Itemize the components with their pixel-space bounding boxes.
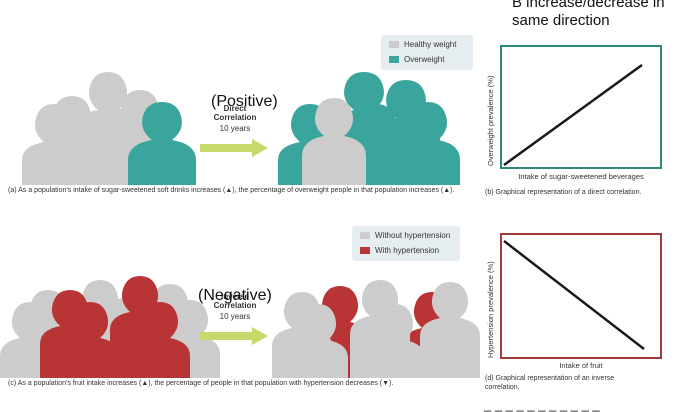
legend-overweight-label: Overweight (404, 55, 445, 64)
direct-correlation-label: Direct Correlation 10 years (200, 104, 270, 133)
header-note: B increase/decrease in same direction (512, 0, 665, 30)
legend-item-overweight: Overweight (389, 55, 444, 64)
overweight-swatch (389, 56, 399, 63)
inverse-line (503, 240, 645, 350)
legend-item-without: Without hypertension (360, 231, 450, 240)
caption-b: (b) Graphical representation of a direct… (485, 189, 642, 196)
legend-healthy-label: Healthy weight (404, 40, 457, 49)
inverse-correlation-label: Inverse Correlation 10 years (200, 292, 270, 321)
direct-graph-ylabel: Overweight prevalence (%) (486, 75, 495, 166)
legend-hypertension: Without hypertension With hypertension (352, 226, 460, 261)
inverse-graph-frame (500, 233, 662, 359)
inverse-label-line1: Inverse (220, 292, 250, 301)
direct-label-line1: Direct (223, 104, 247, 113)
healthy-swatch (389, 41, 399, 48)
direct-line (503, 63, 643, 167)
caption-d: (d) Graphical representation of an inver… (485, 375, 615, 391)
caption-a: (a) As a population’s intake of sugar-sw… (8, 187, 455, 194)
positive-overlay-label: (Positive) (211, 93, 278, 110)
header-note-line2: same direction (512, 12, 610, 29)
inverse-graph-ylabel: Hypertension prevalence (%) (486, 261, 495, 358)
population-before-overweight (22, 72, 460, 185)
negative-overlay-label: (Negative) (198, 287, 272, 304)
inverse-label-line2: Correlation (213, 301, 257, 310)
with-hypertension-swatch (360, 247, 370, 254)
direct-label-time: 10 years (219, 124, 251, 133)
legend-with-label: With hypertension (375, 246, 440, 255)
legend-item-healthy: Healthy weight (389, 40, 456, 49)
inverse-arrow-icon (200, 327, 268, 345)
population-before-hypertension (0, 276, 480, 378)
legend-without-label: Without hypertension (375, 231, 451, 240)
bottom-cut-text: _ _ _ _ _ _ _ _ _ _ _ (484, 397, 600, 412)
without-hypertension-swatch (360, 232, 370, 239)
direct-graph-frame (500, 45, 662, 169)
direct-label-line2: Correlation (213, 113, 257, 122)
direct-graph-xlabel: Intake of sugar-sweetened beverages (518, 172, 644, 181)
legend-item-with: With hypertension (360, 246, 439, 255)
inverse-graph-xlabel: Intake of fruit (559, 361, 603, 370)
direct-arrow-icon (200, 139, 268, 157)
caption-c: (c) As a population’s fruit intake incre… (8, 380, 394, 387)
header-note-line1: B increase/decrease in (512, 0, 665, 11)
legend-weight: Healthy weight Overweight (381, 35, 473, 70)
inverse-label-time: 10 years (219, 312, 251, 321)
